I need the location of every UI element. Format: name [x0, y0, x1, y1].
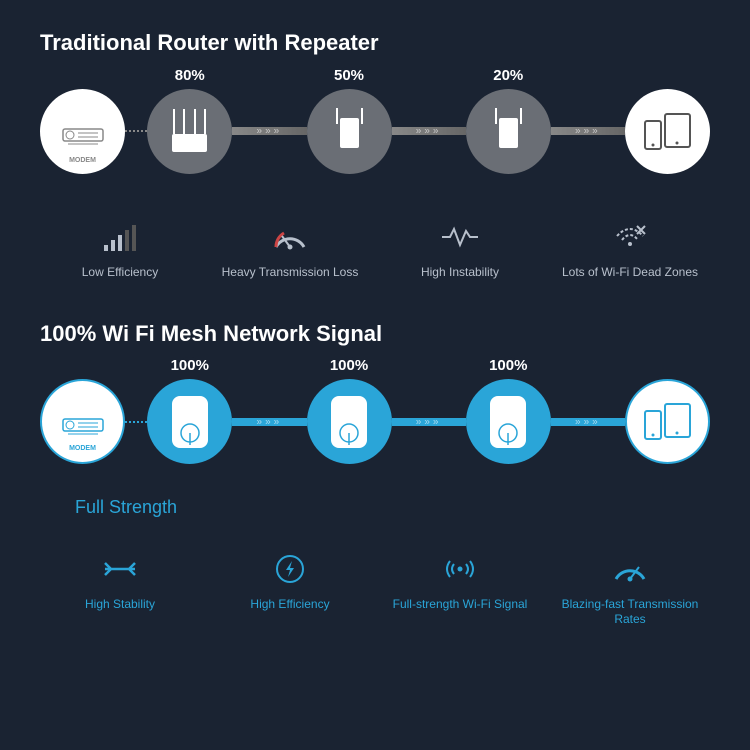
bars-icon	[104, 221, 136, 253]
connector: »»»	[551, 418, 625, 426]
gauge-icon	[271, 221, 309, 253]
feature-label: Low Efficiency	[82, 265, 158, 281]
feature-item: Lots of Wi-Fi Dead Zones	[550, 221, 710, 281]
connector: »»»	[392, 418, 466, 426]
feature-label: Blazing-fast Transmission Rates	[550, 597, 710, 628]
signal-label: 100%	[489, 357, 527, 374]
feature-item: Low Efficiency	[40, 221, 200, 281]
traditional-title: Traditional Router with Repeater	[40, 30, 710, 56]
mesh-device: 100%	[307, 379, 392, 464]
mesh-device: 100%	[147, 379, 232, 464]
connector: »»»	[392, 127, 466, 135]
signal-label: 50%	[334, 67, 364, 84]
end-devices	[625, 89, 710, 174]
devices-icon	[640, 109, 695, 154]
modem-label: MODEM	[69, 445, 96, 452]
connector: »»»	[551, 127, 625, 135]
feature-label: Full-strength Wi-Fi Signal	[393, 597, 528, 613]
mesh-section: 100% Wi Fi Mesh Network Signal MODEM 100…	[40, 321, 710, 628]
connector: »»»	[232, 127, 306, 135]
mesh-node-icon	[328, 393, 370, 451]
pulse-icon	[440, 221, 480, 253]
modem-device: MODEM	[40, 379, 125, 464]
feature-item: High Efficiency	[210, 553, 370, 628]
feature-label: Lots of Wi-Fi Dead Zones	[562, 265, 698, 281]
signal-label: 80%	[175, 67, 205, 84]
wifi-x-icon	[613, 221, 647, 253]
modem-device: MODEM	[40, 89, 125, 174]
repeater-device: 20%	[466, 89, 551, 174]
feature-item: Blazing-fast Transmission Rates	[550, 553, 710, 628]
connector	[125, 421, 147, 423]
repeater-icon	[491, 106, 526, 156]
feature-item: High Stability	[40, 553, 200, 628]
full-strength-label: Full Strength	[75, 497, 710, 518]
modem-label: MODEM	[69, 157, 96, 164]
mesh-title: 100% Wi Fi Mesh Network Signal	[40, 321, 710, 347]
feature-item: Full-strength Wi-Fi Signal	[380, 553, 540, 628]
feature-item: Heavy Transmission Loss	[210, 221, 370, 281]
speed-icon	[611, 553, 649, 585]
mesh-node-icon	[169, 393, 211, 451]
feature-label: Heavy Transmission Loss	[222, 265, 359, 281]
router-device: 80%	[147, 89, 232, 174]
end-devices	[625, 379, 710, 464]
signal-label: 100%	[330, 357, 368, 374]
broadcast-icon	[442, 553, 478, 585]
router-icon	[162, 104, 217, 159]
devices-icon	[640, 399, 695, 444]
feature-label: High Stability	[85, 597, 155, 613]
bolt-icon	[275, 553, 305, 585]
mesh-features: High Stability High Efficiency Full-stre…	[40, 553, 710, 628]
traditional-signal-row: MODEM 80% »»»	[40, 76, 710, 186]
repeater-device: 50%	[307, 89, 392, 174]
modem-icon	[58, 404, 108, 439]
feature-item: High Instability	[380, 221, 540, 281]
mesh-signal-row: MODEM 100% »»»	[40, 367, 710, 477]
repeater-icon	[332, 106, 367, 156]
feature-label: High Efficiency	[250, 597, 329, 613]
connector	[125, 130, 147, 132]
mesh-node-icon	[487, 393, 529, 451]
connector: »»»	[232, 418, 306, 426]
modem-icon	[58, 114, 108, 149]
arrows-icon	[103, 553, 137, 585]
feature-label: High Instability	[421, 265, 499, 281]
mesh-device: 100%	[466, 379, 551, 464]
traditional-features: Low Efficiency Heavy Transmission Loss H…	[40, 221, 710, 281]
traditional-section: Traditional Router with Repeater MODEM 8…	[40, 30, 710, 281]
signal-label: 20%	[493, 67, 523, 84]
signal-label: 100%	[171, 357, 209, 374]
